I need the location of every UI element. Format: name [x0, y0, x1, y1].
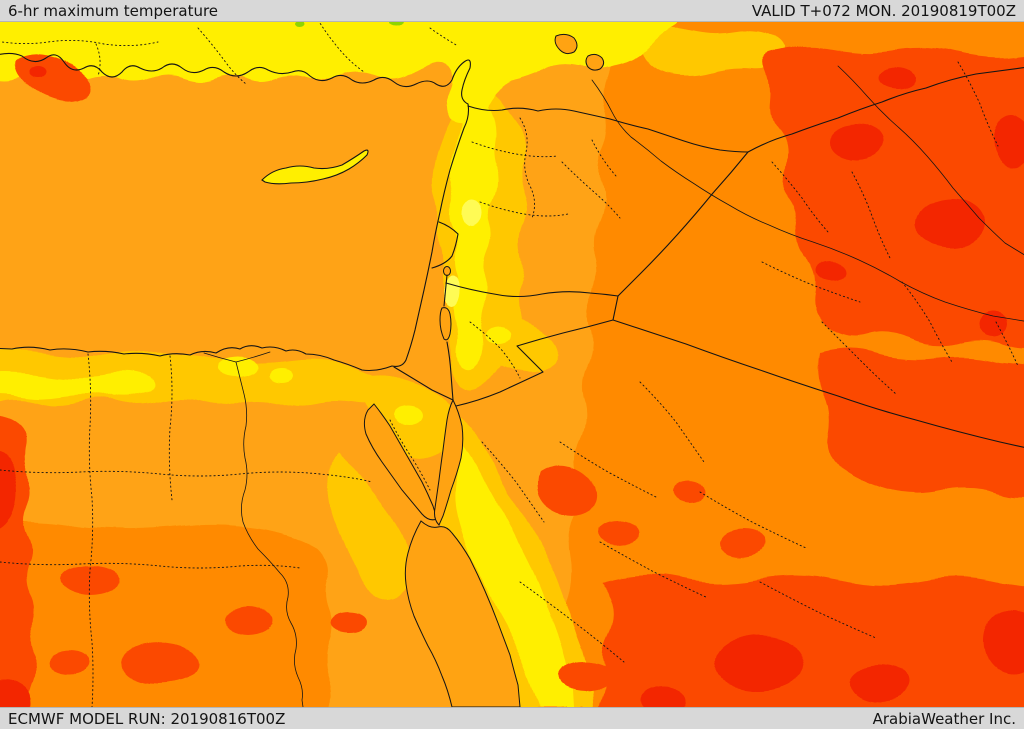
weather-map-svg — [0, 22, 1024, 707]
hot-patch-saudi-1 — [598, 522, 638, 546]
rivers — [203, 65, 1024, 707]
yellow-nile-delta-spot — [213, 357, 257, 377]
hot-patch-egypt-3 — [226, 608, 274, 636]
red-core-iraq-3 — [992, 116, 1024, 168]
dead-sea — [439, 307, 452, 341]
hot-patch-central-saudi — [538, 463, 598, 516]
hot-patch-bottom-center — [559, 663, 611, 691]
provider-label: ArabiaWeather Inc. — [872, 709, 1016, 728]
red-core-iraq-2 — [916, 198, 984, 246]
lebanon-border-north — [438, 221, 459, 235]
bright-spot-lebanon — [462, 198, 482, 226]
mediterranean-coastline — [0, 52, 471, 372]
nile-river — [235, 361, 304, 707]
green-speck-1 — [389, 22, 403, 26]
gulf-of-aqaba — [434, 398, 464, 526]
tigris-river — [837, 65, 1024, 256]
red-core-iraq-1 — [827, 124, 883, 160]
iraq-saudi-border — [612, 319, 1024, 448]
jordan-saudi-border — [455, 319, 614, 407]
admin-boundaries-dotted — [0, 22, 1019, 707]
red-core-iraq-5 — [818, 264, 846, 284]
hot-patch-saudi-3 — [720, 529, 764, 555]
turkey-syria-iraq-border — [467, 67, 1024, 153]
red-core-saudi-1 — [714, 636, 806, 688]
anatolia-lake-1 — [554, 33, 578, 55]
coastlines-and-borders — [0, 52, 1024, 448]
amber-redsea-west-strip — [329, 452, 411, 601]
yellow-jordan-spot — [485, 330, 509, 346]
yellow-sinai-spot — [394, 404, 422, 424]
jordan-iraq-border — [612, 295, 619, 321]
jordan-rift-border-north — [443, 274, 448, 307]
water-bodies — [261, 33, 605, 707]
hot-patch-egypt-2 — [124, 642, 196, 682]
gulf-of-suez — [363, 403, 438, 521]
map-header-bar: 6-hr maximum temperature VALID T+072 MON… — [0, 0, 1024, 22]
yellow-redsea-ribbon — [455, 442, 573, 707]
yellow-egypt-coast-streak — [0, 371, 155, 398]
weather-map — [0, 22, 1024, 707]
map-footer-bar: ECMWF MODEL RUN: 20190816T00Z ArabiaWeat… — [0, 707, 1024, 729]
hot-patch-egypt-4 — [48, 650, 92, 674]
temperature-field — [0, 22, 1024, 707]
red-sea — [404, 520, 521, 707]
anatolia-lake-2 — [585, 53, 605, 71]
hot-patch-egypt-5 — [330, 612, 366, 632]
euphrates-river — [591, 79, 1024, 322]
jordan-rift-border-south — [446, 341, 454, 401]
model-run-label: ECMWF MODEL RUN: 20190816T00Z — [8, 709, 286, 728]
syria-iraq-border — [617, 151, 749, 297]
amber-southeast-turkey — [640, 27, 786, 75]
yellow-nile-delta-spot-2 — [268, 367, 292, 381]
hot-patch-saudi-2 — [670, 481, 706, 503]
yellow-anatolia-band — [0, 22, 679, 123]
red-core-saudi-3 — [986, 612, 1024, 672]
red-core-egypt-1 — [0, 453, 18, 531]
israel-egypt-border — [393, 366, 454, 401]
cyprus-island — [261, 149, 369, 185]
map-title: 6-hr maximum temperature — [8, 1, 219, 20]
red-core-iraq-4 — [882, 69, 918, 91]
yellow-levant-ribbon — [450, 88, 496, 369]
red-core-egypt-2 — [0, 680, 32, 707]
hot-patch-top-left-coast — [17, 55, 91, 103]
nile-delta-branch-east — [235, 351, 271, 363]
green-speck-2 — [295, 22, 305, 27]
red-core-saudi-4 — [638, 688, 686, 707]
lebanon-border-south — [431, 233, 459, 269]
red-core-saudi-2 — [852, 666, 912, 702]
sea-of-galilee — [443, 266, 451, 276]
syria-jordan-border — [445, 282, 619, 298]
hot-patch-bottom-right — [599, 574, 1024, 707]
valid-time-label: VALID T+072 MON. 20190819T00Z — [751, 1, 1016, 20]
hot-patch-egypt-1 — [60, 566, 120, 598]
nile-delta-branch-west — [203, 352, 237, 363]
red-core-turkey-coast — [32, 68, 48, 80]
